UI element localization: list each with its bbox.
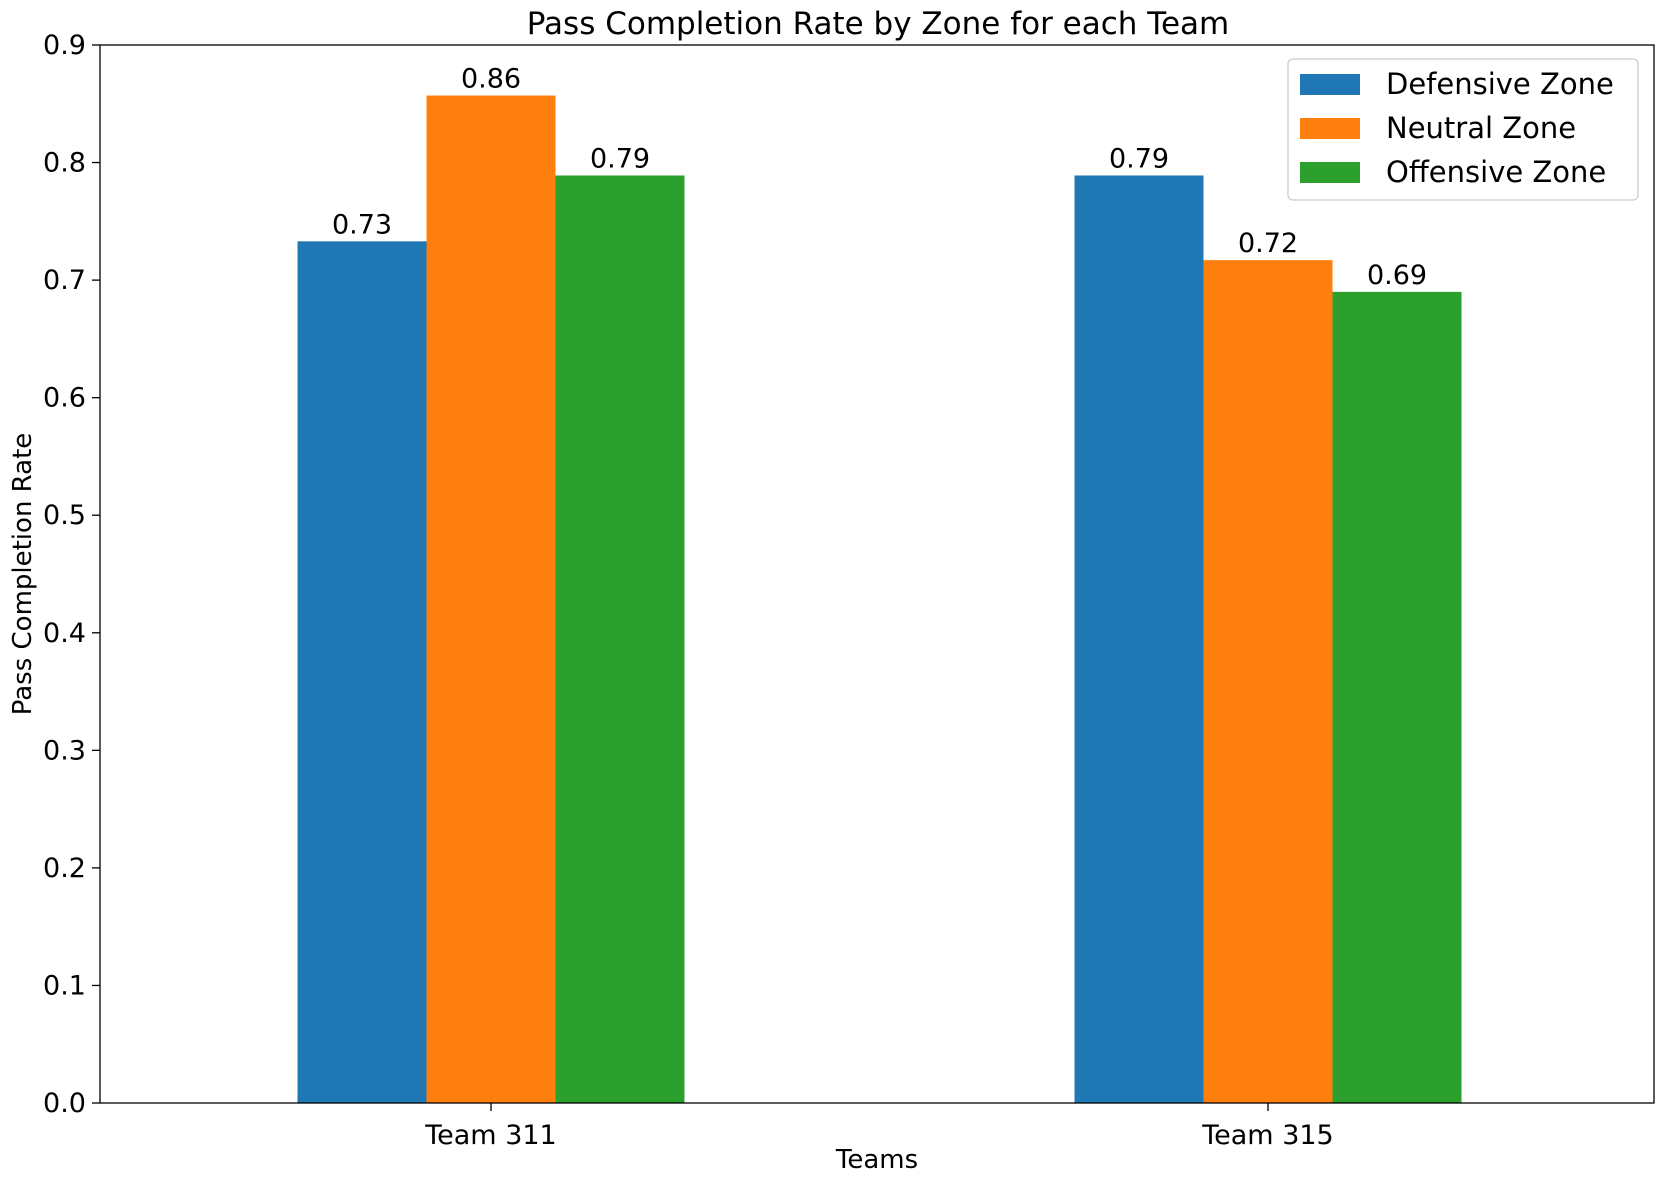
- bar: [1203, 260, 1333, 1103]
- bars-group: [297, 95, 1462, 1104]
- bar-value-label: 0.69: [1367, 260, 1427, 291]
- y-axis: 0.0 0.1 0.2 0.3 0.4 0.5 0.6 0.7 0.8 0.9: [43, 30, 100, 1119]
- legend-entry: Offensive Zone: [1386, 155, 1606, 189]
- bar-value-label: 0.79: [1109, 143, 1169, 174]
- y-tick-label: 0.8: [43, 148, 86, 179]
- y-tick-label: 0.3: [43, 735, 86, 766]
- y-tick-label: 0.9: [43, 30, 86, 61]
- legend: Defensive Zone Neutral Zone Offensive Zone: [1287, 58, 1639, 201]
- bar: [297, 241, 427, 1104]
- y-tick-label: 0.6: [43, 383, 86, 414]
- bar: [555, 175, 685, 1103]
- legend-entry: Defensive Zone: [1386, 67, 1614, 101]
- x-tick-label: Team 315: [1201, 1120, 1333, 1151]
- x-axis-label: Teams: [835, 1145, 918, 1175]
- y-tick-label: 0.4: [43, 618, 86, 649]
- plot-frame: [99, 44, 1655, 1104]
- bar: [1332, 291, 1462, 1103]
- bar-value-label: 0.79: [590, 143, 650, 174]
- bar: [1074, 175, 1204, 1103]
- legend-box: [1287, 58, 1639, 201]
- legend-swatch: [1300, 74, 1360, 95]
- y-tick-label: 0.1: [43, 970, 86, 1001]
- bar: [426, 95, 556, 1103]
- chart-title: Pass Completion Rate by Zone for each Te…: [527, 6, 1229, 42]
- y-tick-label: 0.5: [43, 500, 86, 531]
- y-tick-label: 0.2: [43, 853, 86, 884]
- legend-swatch: [1300, 118, 1360, 139]
- bar-value-label: 0.72: [1238, 228, 1298, 259]
- y-tick-label: 0.7: [43, 265, 86, 296]
- x-axis: Team 311 Team 315: [424, 1103, 1334, 1151]
- bar-value-label: 0.73: [332, 209, 392, 240]
- y-tick-label: 0.0: [43, 1088, 86, 1119]
- bar-value-label: 0.86: [461, 64, 521, 95]
- x-tick-label: Team 311: [424, 1120, 556, 1151]
- legend-entry: Neutral Zone: [1386, 111, 1576, 145]
- legend-swatch: [1300, 162, 1360, 183]
- data-labels-group: 0.73 0.79 0.86 0.72 0.79 0.69: [332, 64, 1427, 291]
- y-axis-label: Pass Completion Rate: [8, 433, 38, 716]
